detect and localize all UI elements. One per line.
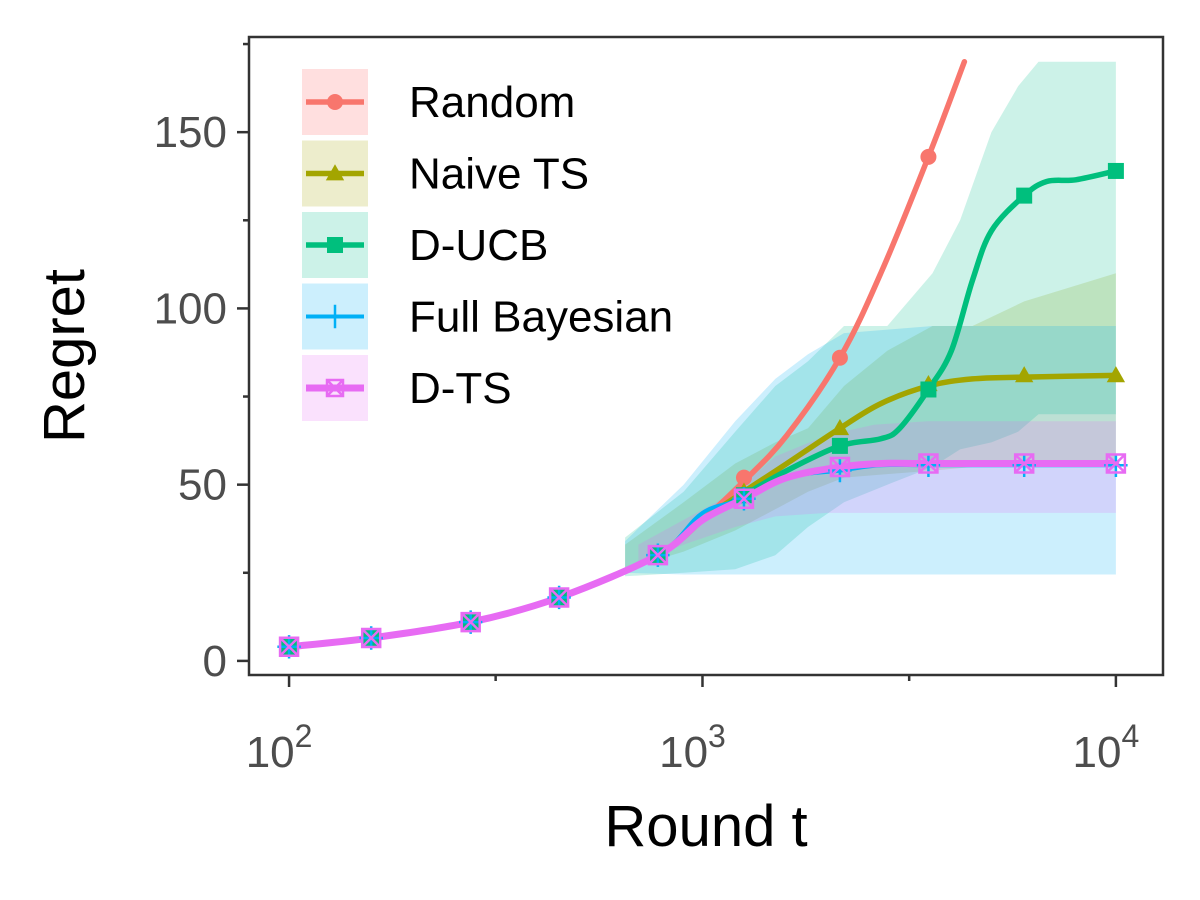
marker-d-ucb-6 (831, 437, 848, 454)
marker-naive-ts-6 (830, 419, 850, 436)
plot-border (247, 35, 1165, 677)
legend-marker-naive-ts (325, 164, 345, 181)
legend-item-d-ucb: D-UCB (302, 212, 548, 278)
marker-d-ts-5 (733, 488, 755, 510)
marker-random-5 (735, 469, 752, 486)
x-tick-label-1000: 103 (659, 718, 726, 777)
legend-marker-full-bayesian (323, 304, 347, 329)
marker-d-ts-3 (548, 587, 570, 608)
line-d-ts (285, 459, 1120, 651)
marker-d-ts-7 (918, 453, 939, 474)
marker-naive-ts-8 (1014, 366, 1034, 383)
axes: 0 50 100 150 102 103 104 (154, 42, 1140, 777)
series-markers (277, 148, 1128, 659)
legend-label-d-ts: D-TS (409, 364, 512, 413)
legend-marker-d-ucb (327, 237, 343, 253)
legend-label-d-ucb: D-UCB (409, 221, 548, 270)
y-tick-label-0: 0 (203, 637, 227, 686)
band-d-ucb (625, 61, 1116, 577)
legend-item-d-ts: D-TS (302, 355, 512, 421)
legend-item-random: Random (302, 69, 575, 135)
legend: Random Naive TS D-UCB Full Bayesian D-TS (302, 69, 673, 421)
marker-random-6 (831, 349, 848, 366)
legend-item-full-bayesian: Full Bayesian (302, 283, 673, 350)
marker-d-ts-4 (647, 544, 669, 566)
legend-label-random: Random (409, 78, 575, 127)
confidence-bands (625, 61, 1116, 577)
x-tick-label-10000: 104 (1073, 718, 1140, 777)
marker-d-ts-6 (829, 456, 851, 478)
band-full-bayesian (625, 326, 1116, 575)
marker-d-ts-8 (1013, 453, 1035, 474)
y-tick-label-100: 100 (154, 284, 227, 333)
legend-marker-d-ts (325, 378, 345, 398)
y-axis-title: Regret (32, 269, 97, 443)
marker-naive-ts-9 (1106, 366, 1126, 383)
legend-item-naive-ts: Naive TS (302, 140, 589, 207)
x-tick-label-100: 102 (246, 718, 313, 777)
band-d-ts (638, 421, 1116, 563)
legend-label-full-bayesian: Full Bayesian (409, 293, 673, 342)
marker-d-ucb-8 (1016, 187, 1033, 204)
marker-d-ucb-7 (920, 381, 937, 398)
legend-label-naive-ts: Naive TS (409, 150, 589, 199)
legend-marker-random (327, 94, 343, 110)
marker-d-ucb-9 (1107, 162, 1124, 179)
x-axis-title: Round t (604, 794, 807, 859)
y-tick-label-150: 150 (154, 108, 227, 157)
marker-d-ts-1 (360, 627, 382, 649)
y-tick-label-50: 50 (178, 461, 227, 510)
marker-d-ts-2 (460, 611, 481, 633)
marker-d-ts-0 (278, 636, 300, 658)
marker-d-ts-9 (1105, 453, 1127, 474)
marker-random-7 (920, 148, 937, 165)
